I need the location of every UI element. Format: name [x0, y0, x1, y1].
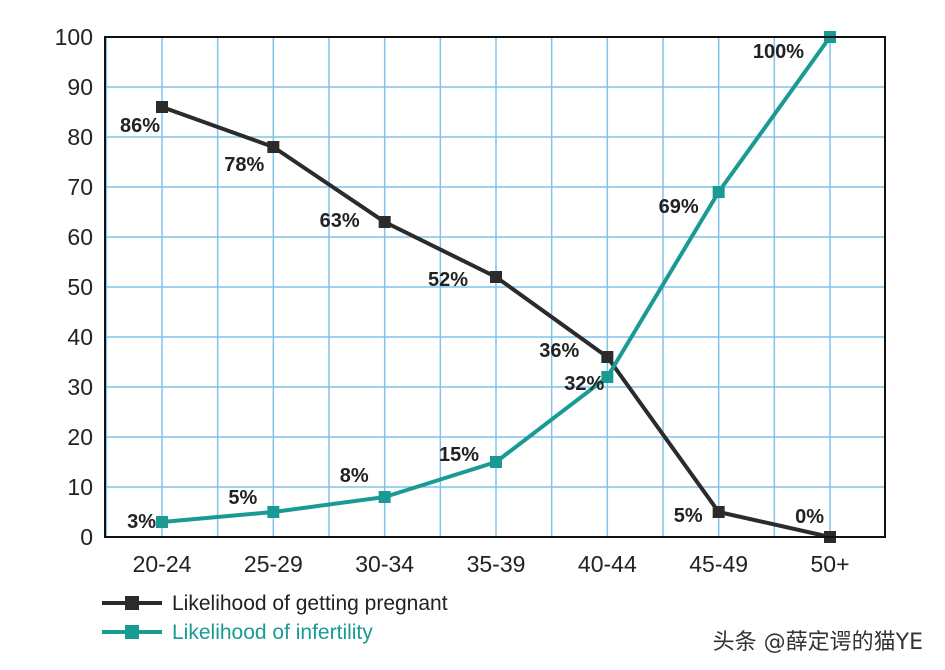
point-pregnant-5 [712, 506, 725, 518]
y-tick-label-50: 50 [67, 274, 93, 300]
data-label-infertility-1: 5% [228, 487, 257, 509]
point-infertility-0 [156, 516, 168, 528]
point-pregnant-2 [378, 216, 391, 228]
data-labels: 86% 78% 63% 52% 36% 5% 0% 3% 5% 8% 15% 32% 69% 100% [120, 41, 824, 533]
point-pregnant-1 [267, 141, 280, 153]
y-tick-label-90: 90 [67, 74, 93, 100]
point-pregnant-0 [156, 101, 168, 113]
y-tick-label-20: 20 [67, 424, 93, 450]
data-label-infertility-5: 69% [659, 196, 699, 218]
data-label-pregnant-4: 36% [539, 340, 579, 362]
legend-marker-pregnant [125, 596, 139, 610]
y-tick-label-40: 40 [67, 324, 93, 350]
data-label-pregnant-6: 0% [795, 506, 824, 528]
x-tick-label-5: 45-49 [689, 551, 748, 577]
plot-frame [104, 36, 886, 538]
data-label-infertility-3: 15% [439, 444, 479, 466]
x-tick-label-6: 50+ [810, 551, 849, 577]
data-label-pregnant-5: 5% [674, 505, 703, 527]
data-label-pregnant-3: 52% [428, 269, 468, 291]
y-tick-label-0: 0 [80, 524, 93, 550]
y-tick-label-60: 60 [67, 224, 93, 250]
x-tick-label-4: 40-44 [578, 551, 637, 577]
legend-item-pregnant: Likelihood of getting pregnant [102, 592, 448, 615]
x-tick-label-3: 35-39 [467, 551, 526, 577]
point-pregnant-4 [601, 351, 614, 363]
x-axis: 20-24 25-29 30-34 35-39 40-44 45-49 50+ [133, 551, 850, 577]
y-tick-label-30: 30 [67, 374, 93, 400]
legend-item-infertility: Likelihood of infertility [102, 621, 373, 644]
x-tick-label-2: 30-34 [355, 551, 414, 577]
y-tick-label-80: 80 [67, 124, 93, 150]
data-label-infertility-0: 3% [127, 511, 156, 533]
data-label-pregnant-0: 86% [120, 115, 160, 137]
legend-marker-infertility [125, 625, 139, 639]
legend: Likelihood of getting pregnant Likelihoo… [102, 592, 448, 644]
y-tick-label-10: 10 [67, 474, 93, 500]
legend-label-pregnant: Likelihood of getting pregnant [172, 592, 448, 615]
data-label-pregnant-1: 78% [224, 154, 264, 176]
point-infertility-3 [490, 456, 502, 468]
y-tick-label-70: 70 [67, 174, 93, 200]
y-tick-label-100: 100 [55, 24, 93, 50]
point-infertility-2 [378, 491, 391, 503]
legend-label-infertility: Likelihood of infertility [172, 621, 373, 644]
x-tick-label-0: 20-24 [133, 551, 192, 577]
series-layer [156, 31, 836, 543]
data-label-infertility-6: 100% [753, 41, 804, 63]
x-tick-label-1: 25-29 [244, 551, 303, 577]
point-infertility-1 [267, 506, 280, 518]
point-pregnant-3 [490, 271, 502, 283]
data-label-infertility-4: 32% [564, 373, 604, 395]
point-infertility-4 [601, 371, 614, 383]
y-axis: 0 10 20 30 40 50 60 70 80 90 100 [55, 24, 93, 550]
data-label-pregnant-2: 63% [320, 210, 360, 232]
data-label-infertility-2: 8% [340, 465, 369, 487]
point-infertility-5 [712, 186, 725, 198]
watermark: 头条 @薛定谔的猫YE [712, 630, 923, 655]
